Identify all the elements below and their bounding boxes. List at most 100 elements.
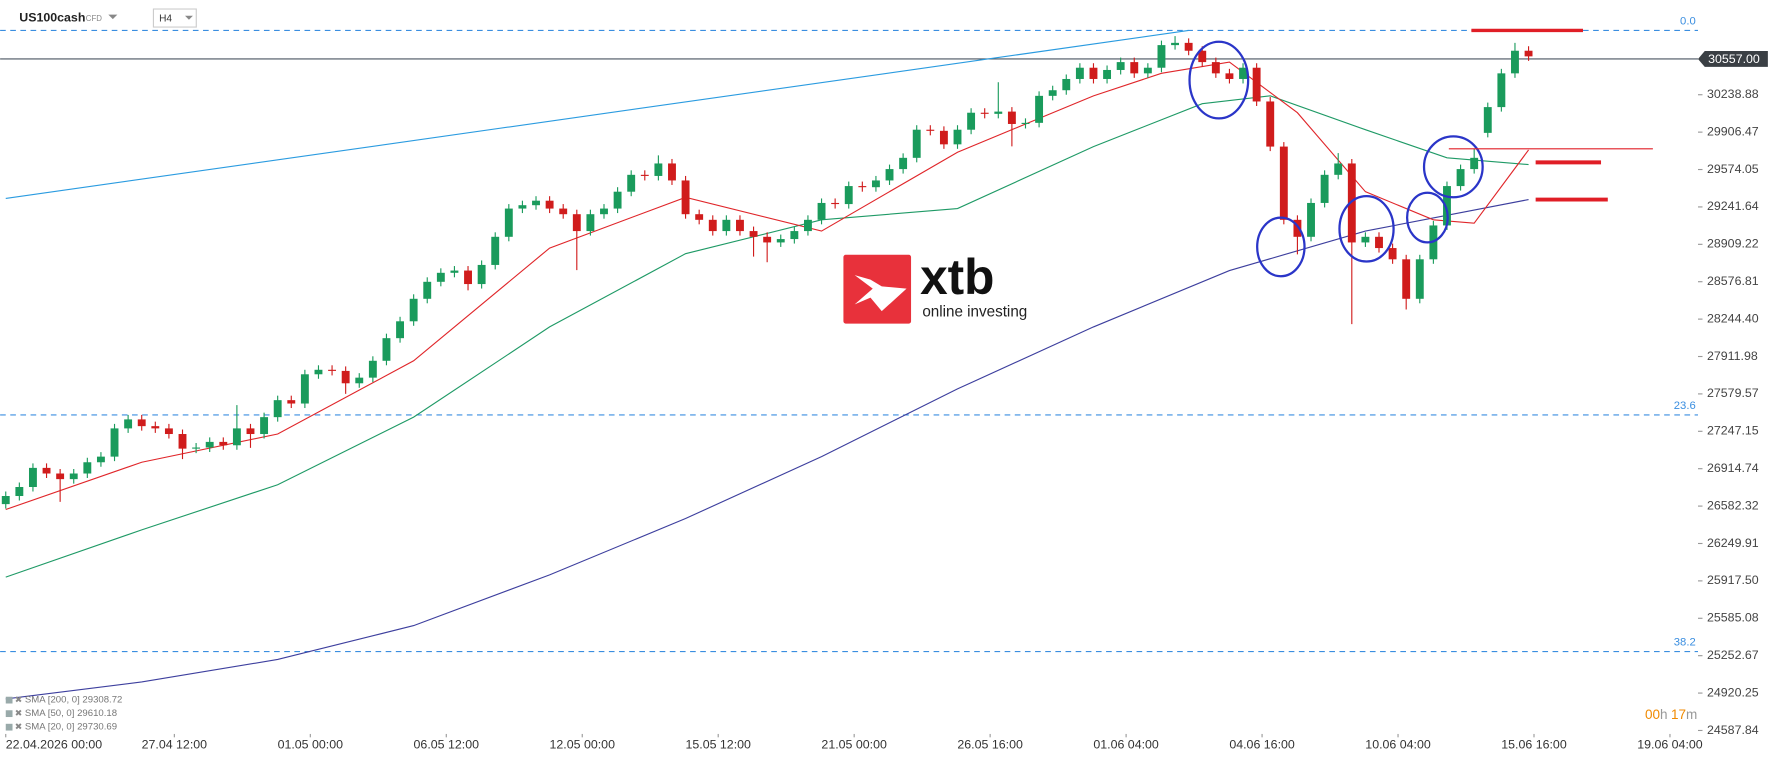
candle-body xyxy=(912,129,921,158)
y-tick-label: 30238.88 xyxy=(1707,87,1759,101)
legend-x: ✖ xyxy=(15,708,23,718)
candle-body xyxy=(953,129,962,145)
candle-body xyxy=(790,231,799,240)
candle-body xyxy=(627,174,636,192)
candle-body xyxy=(1375,236,1383,249)
candle-body xyxy=(477,264,486,285)
y-tick-label: 27579.57 xyxy=(1707,386,1759,400)
candle-body xyxy=(1470,157,1479,170)
candle-body xyxy=(355,377,364,384)
timer-h: h xyxy=(1660,706,1668,721)
candle-body xyxy=(1130,62,1139,74)
x-tick-label: 04.06 16:00 xyxy=(1229,737,1295,751)
candle-body xyxy=(885,169,894,181)
legend-x: ✖ xyxy=(15,722,23,732)
symbol-dropdown[interactable] xyxy=(108,14,118,20)
candle-body xyxy=(178,434,187,449)
candle-body xyxy=(1293,219,1302,237)
candle-body xyxy=(844,186,853,205)
brand: xtb xyxy=(920,249,994,305)
candle-body xyxy=(1497,73,1506,108)
sma-line xyxy=(5,199,1529,700)
legend-label: SMA [50, 0] 29610.18 xyxy=(25,708,117,719)
candle-body xyxy=(110,428,119,457)
circle xyxy=(1338,195,1395,263)
candle-body xyxy=(151,426,160,429)
candle-body xyxy=(736,219,744,232)
candle-body xyxy=(722,219,731,232)
candle-body xyxy=(124,419,133,429)
candle-body xyxy=(776,239,785,243)
y-tick-label: 25252.67 xyxy=(1707,648,1759,662)
annotations xyxy=(1188,40,1484,278)
candle-body xyxy=(246,428,255,435)
y-tick-label: 24920.25 xyxy=(1707,685,1759,699)
candle-body xyxy=(654,163,663,176)
candle-body xyxy=(273,400,282,418)
y-tick-label: 24587.84 xyxy=(1707,723,1759,737)
fib-label: 38.2 xyxy=(1674,637,1696,649)
candle-body xyxy=(681,180,690,215)
candle-body xyxy=(423,281,432,299)
timeframe-box[interactable] xyxy=(152,8,197,28)
legend-icon xyxy=(5,710,13,718)
fib-label: 23.6 xyxy=(1674,400,1696,412)
candle-body xyxy=(871,180,880,188)
candle-body xyxy=(436,272,445,282)
candle-body xyxy=(1239,67,1247,79)
y-tick-label: 27911.98 xyxy=(1707,349,1758,363)
level-marks xyxy=(1448,28,1653,202)
candle-body xyxy=(1361,236,1370,243)
symbol: US100cash xyxy=(19,10,85,24)
candle-body xyxy=(96,456,105,463)
candle-body xyxy=(1143,67,1152,74)
candle-body xyxy=(1266,101,1275,147)
candle-body xyxy=(1320,174,1329,203)
candle-body xyxy=(763,236,772,243)
legend-icon xyxy=(5,723,13,731)
candle-body xyxy=(518,205,527,209)
candle-body xyxy=(491,236,500,265)
candle-body xyxy=(164,428,173,435)
candle-body xyxy=(899,157,908,170)
x-tick-label: 12.05 00:00 xyxy=(550,737,616,751)
legend-label: SMA [200, 0] 29308.72 xyxy=(25,695,122,706)
candle-body xyxy=(450,270,459,273)
candle-body xyxy=(586,214,595,232)
candle-body xyxy=(926,129,935,131)
candle-body xyxy=(1035,95,1044,123)
legend-icon xyxy=(5,696,13,704)
tagline: online investing xyxy=(922,303,1027,320)
timer-minutes: 17 xyxy=(1671,706,1686,721)
candle-body xyxy=(1062,78,1071,91)
candle-body xyxy=(1103,69,1112,79)
candle-body xyxy=(464,270,472,285)
candle-body xyxy=(1334,163,1343,175)
x-tick-label: 22.04.2026 00:00 xyxy=(6,737,103,751)
candle-body xyxy=(1157,45,1166,68)
candle-body xyxy=(15,487,24,497)
y-tick-label: 29574.05 xyxy=(1707,162,1759,176)
candle-body xyxy=(1307,202,1315,237)
candle-body xyxy=(967,112,976,130)
legend-x: ✖ xyxy=(15,694,23,704)
sma-line xyxy=(5,95,1529,578)
candle-body xyxy=(708,219,717,232)
candle-body xyxy=(260,417,269,435)
timer: 00h 17m xyxy=(1645,706,1697,721)
candle-body xyxy=(192,447,201,449)
candle-body xyxy=(1075,67,1084,79)
fib-label: 0.0 xyxy=(1680,15,1696,27)
y-tick-label: 28576.81 xyxy=(1707,274,1759,288)
candle-body xyxy=(396,321,404,339)
y-tick-label: 26249.91 xyxy=(1707,536,1759,550)
candle-body xyxy=(831,202,840,205)
symbol-type: CFD xyxy=(86,14,102,23)
y-tick-label: 27247.15 xyxy=(1707,424,1759,438)
x-tick-label: 27.04 12:00 xyxy=(142,737,208,751)
legend-label: SMA [20, 0] 29730.69 xyxy=(25,722,117,733)
candle-body xyxy=(1089,67,1098,79)
logo-x xyxy=(854,275,907,312)
candle-body xyxy=(232,428,241,446)
